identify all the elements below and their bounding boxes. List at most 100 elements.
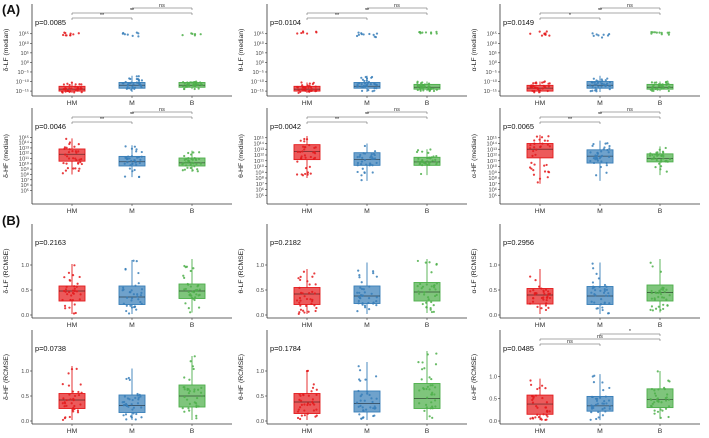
data-point (74, 83, 77, 86)
data-point (431, 384, 434, 387)
data-point (650, 297, 653, 300)
data-point (605, 402, 608, 405)
data-point-outlier (595, 33, 598, 36)
data-point (544, 387, 547, 390)
data-point (306, 171, 310, 174)
data-point (605, 164, 608, 167)
data-point-outlier (592, 34, 595, 37)
data-point (64, 153, 67, 156)
y-tick-label: 10¹⁰ (254, 164, 265, 171)
data-point (357, 269, 360, 272)
data-point (533, 146, 536, 149)
data-point-outlier (419, 32, 422, 35)
data-point (306, 412, 309, 415)
data-point (131, 162, 134, 165)
data-point (661, 286, 664, 289)
data-point (364, 75, 367, 79)
data-point (600, 150, 603, 153)
box-body (646, 153, 674, 163)
y-tick-label: 10⁷ (256, 181, 264, 188)
data-point (183, 388, 186, 391)
data-point (531, 417, 535, 420)
significance-label: ** (568, 117, 573, 123)
y-axis-label: α-HF (RCMSE) (471, 354, 478, 400)
significance-bracket (131, 7, 193, 10)
data-point (423, 409, 426, 412)
x-tick-label-m: M (597, 322, 603, 329)
data-point (374, 375, 378, 378)
data-point (308, 283, 311, 286)
data-point (425, 306, 428, 309)
data-point-outlier (591, 32, 594, 35)
data-point-outlier (424, 31, 428, 34)
data-point (363, 82, 367, 85)
significance-label: ns (627, 3, 633, 9)
data-point (375, 87, 378, 90)
data-point (591, 262, 594, 265)
data-point (67, 271, 71, 274)
data-point (367, 80, 371, 83)
data-point (315, 408, 318, 411)
data-point (137, 79, 141, 82)
data-point (533, 142, 536, 145)
data-point (139, 158, 142, 161)
data-point (659, 291, 662, 294)
x-tick-label-m: M (129, 322, 135, 329)
data-point (358, 413, 361, 416)
data-point (65, 155, 69, 158)
data-point (300, 157, 303, 160)
data-point (69, 398, 72, 401)
y-tick-label: 10⁰ (489, 59, 498, 66)
data-point (535, 135, 539, 138)
data-point (656, 88, 659, 91)
data-point (373, 86, 376, 90)
data-point (69, 279, 72, 282)
data-point (130, 299, 133, 302)
x-tick-label-b: B (658, 428, 663, 435)
data-point (185, 164, 188, 167)
data-point (367, 297, 371, 300)
data-point (375, 303, 378, 307)
data-point (128, 398, 131, 401)
data-point (298, 393, 301, 396)
data-point (531, 84, 534, 87)
data-point (62, 83, 66, 86)
data-point (363, 158, 367, 162)
data-point (600, 85, 603, 88)
data-point (600, 298, 603, 301)
data-point (654, 291, 657, 294)
data-point (592, 161, 596, 165)
data-point (299, 291, 303, 294)
significance-label: ** (598, 112, 603, 118)
significance-bracket (599, 333, 661, 336)
data-point (134, 396, 137, 400)
data-point-outlier (668, 31, 671, 34)
y-tick-label: 10⁵ (20, 50, 29, 57)
data-point (650, 291, 653, 295)
data-point (127, 405, 130, 408)
data-point (428, 288, 431, 291)
data-point (70, 81, 73, 84)
data-point (298, 296, 302, 300)
data-point (534, 278, 537, 282)
data-point (78, 275, 81, 279)
data-point (356, 310, 359, 313)
data-point (357, 405, 360, 408)
data-point (601, 308, 604, 312)
box-m (586, 32, 614, 93)
y-tick-label: 10⁰ (21, 59, 30, 66)
data-point (64, 87, 68, 90)
significance-label: ns (394, 107, 400, 113)
data-point (183, 154, 186, 158)
data-point (195, 293, 198, 296)
significance-bracket (539, 116, 661, 119)
box-hm (58, 137, 86, 175)
x-tick-label-hm: HM (67, 100, 78, 107)
data-point (420, 368, 424, 371)
data-point (122, 288, 125, 291)
data-point (595, 399, 599, 402)
data-point (134, 161, 137, 164)
data-point (312, 151, 315, 154)
data-point (421, 302, 424, 306)
data-point (122, 414, 125, 417)
